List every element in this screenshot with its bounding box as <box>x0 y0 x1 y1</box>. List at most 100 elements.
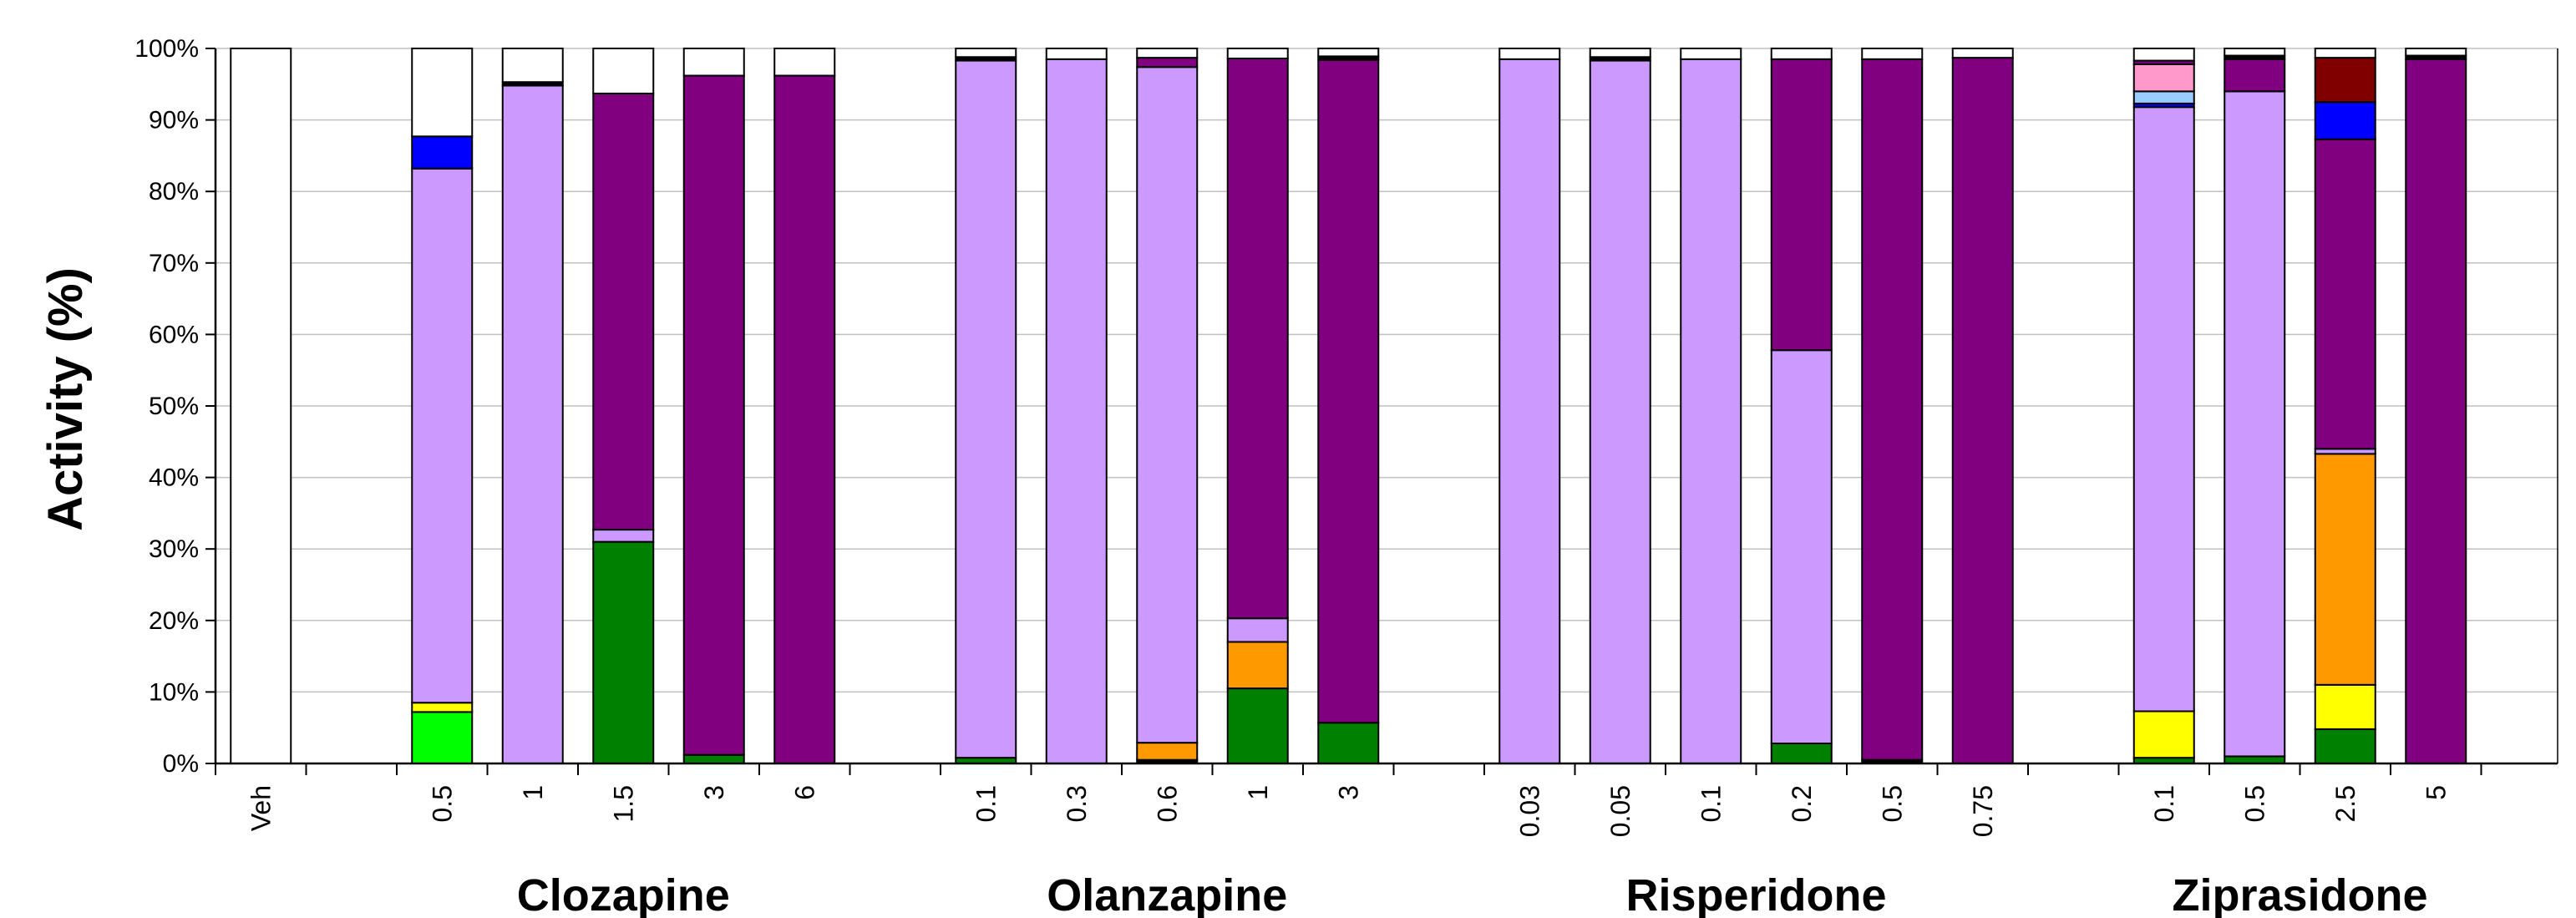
bar-3 <box>1317 48 1380 765</box>
group-label-clozapine: Clozapine <box>517 870 730 918</box>
bar-segment-white <box>2405 48 2467 57</box>
x-tick-label: 1 <box>1243 785 1273 800</box>
bar-2.5 <box>2314 48 2376 764</box>
bar-segment-lavender <box>1136 66 1199 744</box>
bar-segment-purple <box>2224 58 2286 93</box>
bar-segment-blue <box>2314 101 2376 140</box>
y-tick-label: 50% <box>149 393 199 420</box>
bar-segment-maroon <box>2314 57 2376 104</box>
bar-0.1 <box>955 48 1017 764</box>
bar-segment-white <box>1226 48 1289 59</box>
group-labels: Clozapine Olanzapine Risperidone Ziprasidon… <box>517 870 2428 918</box>
bar-segment-purple <box>1317 58 1380 724</box>
x-tick-label: 0.2 <box>1787 785 1817 822</box>
bar-segment-lavender <box>955 59 1017 759</box>
x-tick-label: 1 <box>518 785 548 800</box>
bar-segment-purple <box>773 74 836 764</box>
y-tick-label: 0% <box>163 750 199 778</box>
bar-3 <box>682 48 745 765</box>
bar-segment-white <box>1045 48 1108 60</box>
bar-0.3 <box>1045 48 1108 764</box>
bars <box>230 48 2467 765</box>
bar-0.6 <box>1136 48 1199 764</box>
bar-segment-blue <box>411 135 474 170</box>
group-label-olanzapine: Olanzapine <box>1047 870 1287 918</box>
x-tick-label: 0.5 <box>1877 785 1907 822</box>
bar-1 <box>1226 48 1289 764</box>
bar-segment-purple <box>1136 57 1199 68</box>
bar-segment-white <box>1589 48 1651 58</box>
bar-segment-purple <box>2405 58 2467 764</box>
y-tick-labels: 0% 10% 20% 30% 40% 50% 60% 70% 80% 90% 100% <box>134 35 199 778</box>
bar-segment-purple <box>592 92 655 531</box>
bar-segment-green <box>1226 687 1289 764</box>
bar-segment-lavender <box>411 167 474 704</box>
x-tick-label: 0.1 <box>1696 785 1726 822</box>
x-tick-label: 0.03 <box>1514 785 1544 837</box>
x-tick-label: 5 <box>2421 785 2451 800</box>
bar-segment-white <box>955 48 1017 58</box>
bar-segment-purple <box>1770 58 1833 352</box>
y-tick-label: 60% <box>149 321 199 348</box>
bar-segment-lavender <box>501 84 564 764</box>
bar-segment-white <box>1680 48 1742 60</box>
bar-segment-purple <box>682 74 745 756</box>
y-tick-label: 80% <box>149 178 199 205</box>
bar-0.1 <box>2132 48 2195 764</box>
y-tick-label: 90% <box>149 107 199 134</box>
bar-segment-orange <box>2314 453 2376 686</box>
bar-segment-white <box>1770 48 1833 60</box>
bar-segment-pink <box>2132 63 2195 93</box>
group-label-risperidone: Risperidone <box>1625 870 1886 918</box>
bar-segment-yellow <box>2132 710 2195 759</box>
bar-segment-purple <box>1951 57 2014 765</box>
bar-segment-lavender <box>2132 106 2195 713</box>
bar-5 <box>2405 48 2467 764</box>
bar-segment-lavender <box>1045 58 1108 764</box>
x-tick-label: 3 <box>1333 785 1363 800</box>
x-tick-label: 0.3 <box>1062 785 1092 822</box>
x-tick-label: 1.5 <box>608 785 638 822</box>
bar-segment-purple <box>2314 138 2376 450</box>
bar-0.5 <box>411 48 474 764</box>
x-tick-label: Veh <box>246 785 276 831</box>
bar-segment-green <box>592 540 655 764</box>
bar-0.1 <box>1680 48 1742 764</box>
x-tick-label: 2.5 <box>2330 785 2360 822</box>
x-tick-label: 0.05 <box>1605 785 1635 837</box>
bar-segment-green <box>2224 755 2286 765</box>
bar-segment-white <box>1861 48 1924 60</box>
x-tick-label: 0.6 <box>1152 785 1182 822</box>
bar-segment-green <box>682 753 745 765</box>
bar-6 <box>773 48 836 764</box>
x-tick-label: 0.1 <box>2149 785 2179 822</box>
y-tick-label: 70% <box>149 250 199 277</box>
bar-0.5 <box>1861 48 1924 764</box>
bar-segment-lavender <box>1498 58 1561 764</box>
bar-0.2 <box>1770 48 1833 764</box>
bar-segment-purple <box>1226 57 1289 620</box>
bar-0.5 <box>2224 48 2286 765</box>
bar-segment-orange <box>1136 742 1199 761</box>
x-tick-label: 0.75 <box>1968 785 1998 837</box>
bar-segment-lavender <box>1770 349 1833 745</box>
bar-segment-white <box>411 48 474 138</box>
bar-segment-white <box>773 48 836 77</box>
y-tick-label: 10% <box>149 678 199 706</box>
bar-segment-white <box>682 48 745 77</box>
bar-segment-purple <box>1861 58 1924 761</box>
y-tick-label: 20% <box>149 607 199 635</box>
bar-0.75 <box>1951 48 2014 765</box>
bar-segment-white <box>1136 48 1199 59</box>
bar-segment-green <box>1770 743 1833 764</box>
bar-segment-white <box>230 48 292 764</box>
bar-Veh <box>230 48 292 764</box>
bar-segment-yellow <box>2314 683 2376 730</box>
bar-segment-lavender <box>592 529 655 543</box>
axes <box>214 48 2558 775</box>
x-tick-label: 0.5 <box>427 785 457 822</box>
bar-0.05 <box>1589 48 1651 764</box>
bar-segment-white <box>592 48 655 94</box>
bar-0.03 <box>1498 48 1561 764</box>
